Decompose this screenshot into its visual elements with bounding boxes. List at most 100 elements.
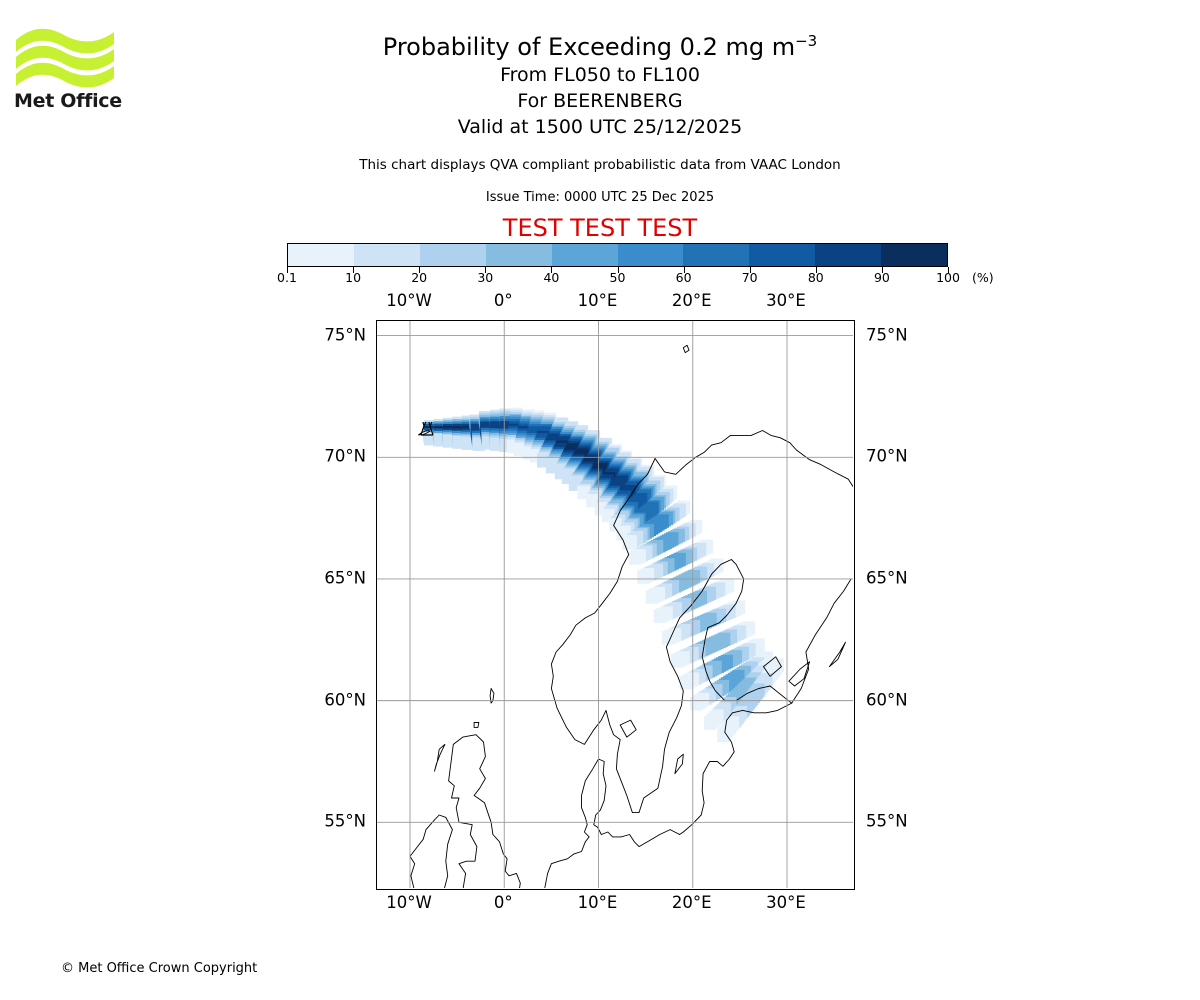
colorbar-tick-label-10: 100: [936, 270, 960, 285]
plume-cell: [661, 631, 675, 645]
plume-cell: [690, 697, 703, 711]
volcano-icon: [420, 421, 434, 436]
colorbar-ticks: [287, 267, 949, 277]
latitude-label-left-0: 75°N: [324, 325, 366, 345]
colorbar-tick-label-3: 30: [477, 270, 494, 285]
plume-cell: [433, 433, 446, 447]
colorbar-tick-3: [485, 267, 487, 273]
latitude-label-right-2: 65°N: [866, 568, 908, 588]
colorbar-tick-4: [551, 267, 553, 273]
colorbar-tick-8: [815, 267, 817, 273]
colorbar-gradient: [287, 243, 948, 267]
longitude-label-bottom-0: 10°W: [386, 893, 432, 912]
test-banner: TEST TEST TEST: [502, 214, 698, 242]
coastline-segment-2: [654, 430, 797, 475]
coastline-segment-14: [788, 661, 811, 687]
colorbar-tick-label-9: 90: [873, 270, 890, 285]
coastline-segment-16: [674, 753, 684, 775]
colorbar-band-1: [353, 244, 420, 266]
colorbar-band-6: [683, 244, 750, 266]
coastline-segment-8: [448, 734, 521, 888]
coastline-segment-18: [763, 656, 782, 677]
colorbar-tick-label-4: 40: [543, 270, 560, 285]
colorbar-tick-label-6: 60: [675, 270, 692, 285]
map-plot-area[interactable]: [376, 320, 855, 890]
coastline-segment-12: [473, 722, 480, 728]
title-block: Probability of Exceeding 0.2 mg m−3 From…: [0, 26, 1200, 140]
plume-cell: [489, 437, 503, 451]
colorbar-band-0: [288, 244, 354, 266]
coastline-segment-9: [409, 814, 453, 888]
coastline-segment-11: [489, 688, 495, 704]
latitude-label-right-0: 75°N: [866, 325, 908, 345]
logo-waves-icon: [16, 28, 114, 88]
longitude-label-bottom-2: 10°E: [577, 893, 618, 912]
issue-time: Issue Time: 0000 UTC 25 Dec 2025: [485, 190, 715, 205]
latitude-label-right-3: 60°N: [866, 690, 908, 710]
colorbar-unit-label: (%): [972, 270, 994, 285]
colorbar-band-9: [881, 244, 948, 266]
longitude-label-top-0: 10°W: [386, 291, 432, 310]
latitude-label-left-3: 60°N: [324, 690, 366, 710]
copyright-notice: © Met Office Crown Copyright: [61, 961, 258, 976]
colorbar-tick-label-2: 20: [411, 270, 428, 285]
colorbar-band-2: [419, 244, 486, 266]
coastline-segment-6: [581, 758, 681, 848]
flight-level-line: From FL050 to FL100: [500, 64, 700, 86]
colorbar-tick-6: [683, 267, 685, 273]
coastline-segment-5: [679, 702, 793, 835]
logo-wave-2: [16, 45, 114, 71]
coastline-segment-13: [682, 344, 690, 354]
logo-wordmark: Met Office: [14, 90, 122, 112]
colorbar-tick-label-1: 10: [345, 270, 362, 285]
colorbar-tick-7: [749, 267, 751, 273]
plume-cell: [629, 551, 642, 565]
coastline-segment-1: [550, 458, 793, 814]
colorbar-band-5: [617, 244, 684, 266]
page-title: Probability of Exceeding 0.2 mg m−3: [0, 26, 1200, 62]
qva-note: This chart displays QVA compliant probab…: [359, 157, 841, 173]
met-office-logo: [14, 24, 124, 114]
longitude-label-bottom-1: 0°: [493, 893, 513, 912]
colorbar-tick-0: [287, 267, 288, 273]
colorbar-tick-label-0: 0.1: [277, 270, 297, 285]
plume-cell: [452, 435, 465, 449]
coastline-segment-4: [791, 578, 852, 704]
plume-cell: [679, 675, 693, 690]
colorbar-band-3: [485, 244, 552, 266]
plume-cell: [637, 570, 650, 584]
latitude-label-right-4: 55°N: [866, 811, 908, 831]
volcano-marker: [420, 421, 434, 436]
longitude-label-bottom-4: 30°E: [766, 893, 806, 912]
map-canvas: [377, 321, 853, 888]
latitude-label-right-1: 70°N: [866, 446, 908, 466]
coastline-layer: [409, 344, 853, 888]
page-title-exponent: −3: [795, 32, 818, 50]
logo-wave-3: [16, 62, 114, 88]
colorbar-tick-10: [948, 267, 949, 273]
longitude-label-bottom-3: 20°E: [671, 893, 712, 912]
page-title-text: Probability of Exceeding 0.2 mg m: [382, 33, 796, 61]
plume-cell: [653, 609, 667, 623]
colorbar-tick-1: [353, 267, 355, 273]
graticule-layer: [377, 321, 853, 888]
coastline-segment-7: [544, 836, 590, 888]
volcano-line: For BEERENBERG: [517, 90, 683, 112]
coastline-segment-10: [434, 743, 446, 772]
coastline-segment-17: [619, 719, 637, 738]
coastline-segment-15: [828, 641, 846, 668]
longitude-label-top-2: 10°E: [577, 291, 618, 310]
longitude-label-top-3: 20°E: [671, 291, 712, 310]
latitude-label-left-2: 65°N: [324, 568, 366, 588]
colorbar: [287, 243, 948, 267]
coastline-segment-3: [795, 449, 853, 487]
colorbar-tick-5: [617, 267, 619, 273]
colorbar-tick-label-7: 70: [741, 270, 758, 285]
valid-time-line: Valid at 1500 UTC 25/12/2025: [457, 116, 743, 138]
colorbar-tick-labels: 0.1 10 20 30 40 50 60 70 80 90 100: [0, 270, 1200, 288]
longitude-label-top-4: 30°E: [766, 291, 806, 310]
plume-cell: [461, 436, 474, 450]
latitude-label-left-1: 70°N: [324, 446, 366, 466]
plume-cell: [703, 716, 717, 730]
colorbar-band-7: [749, 244, 816, 266]
